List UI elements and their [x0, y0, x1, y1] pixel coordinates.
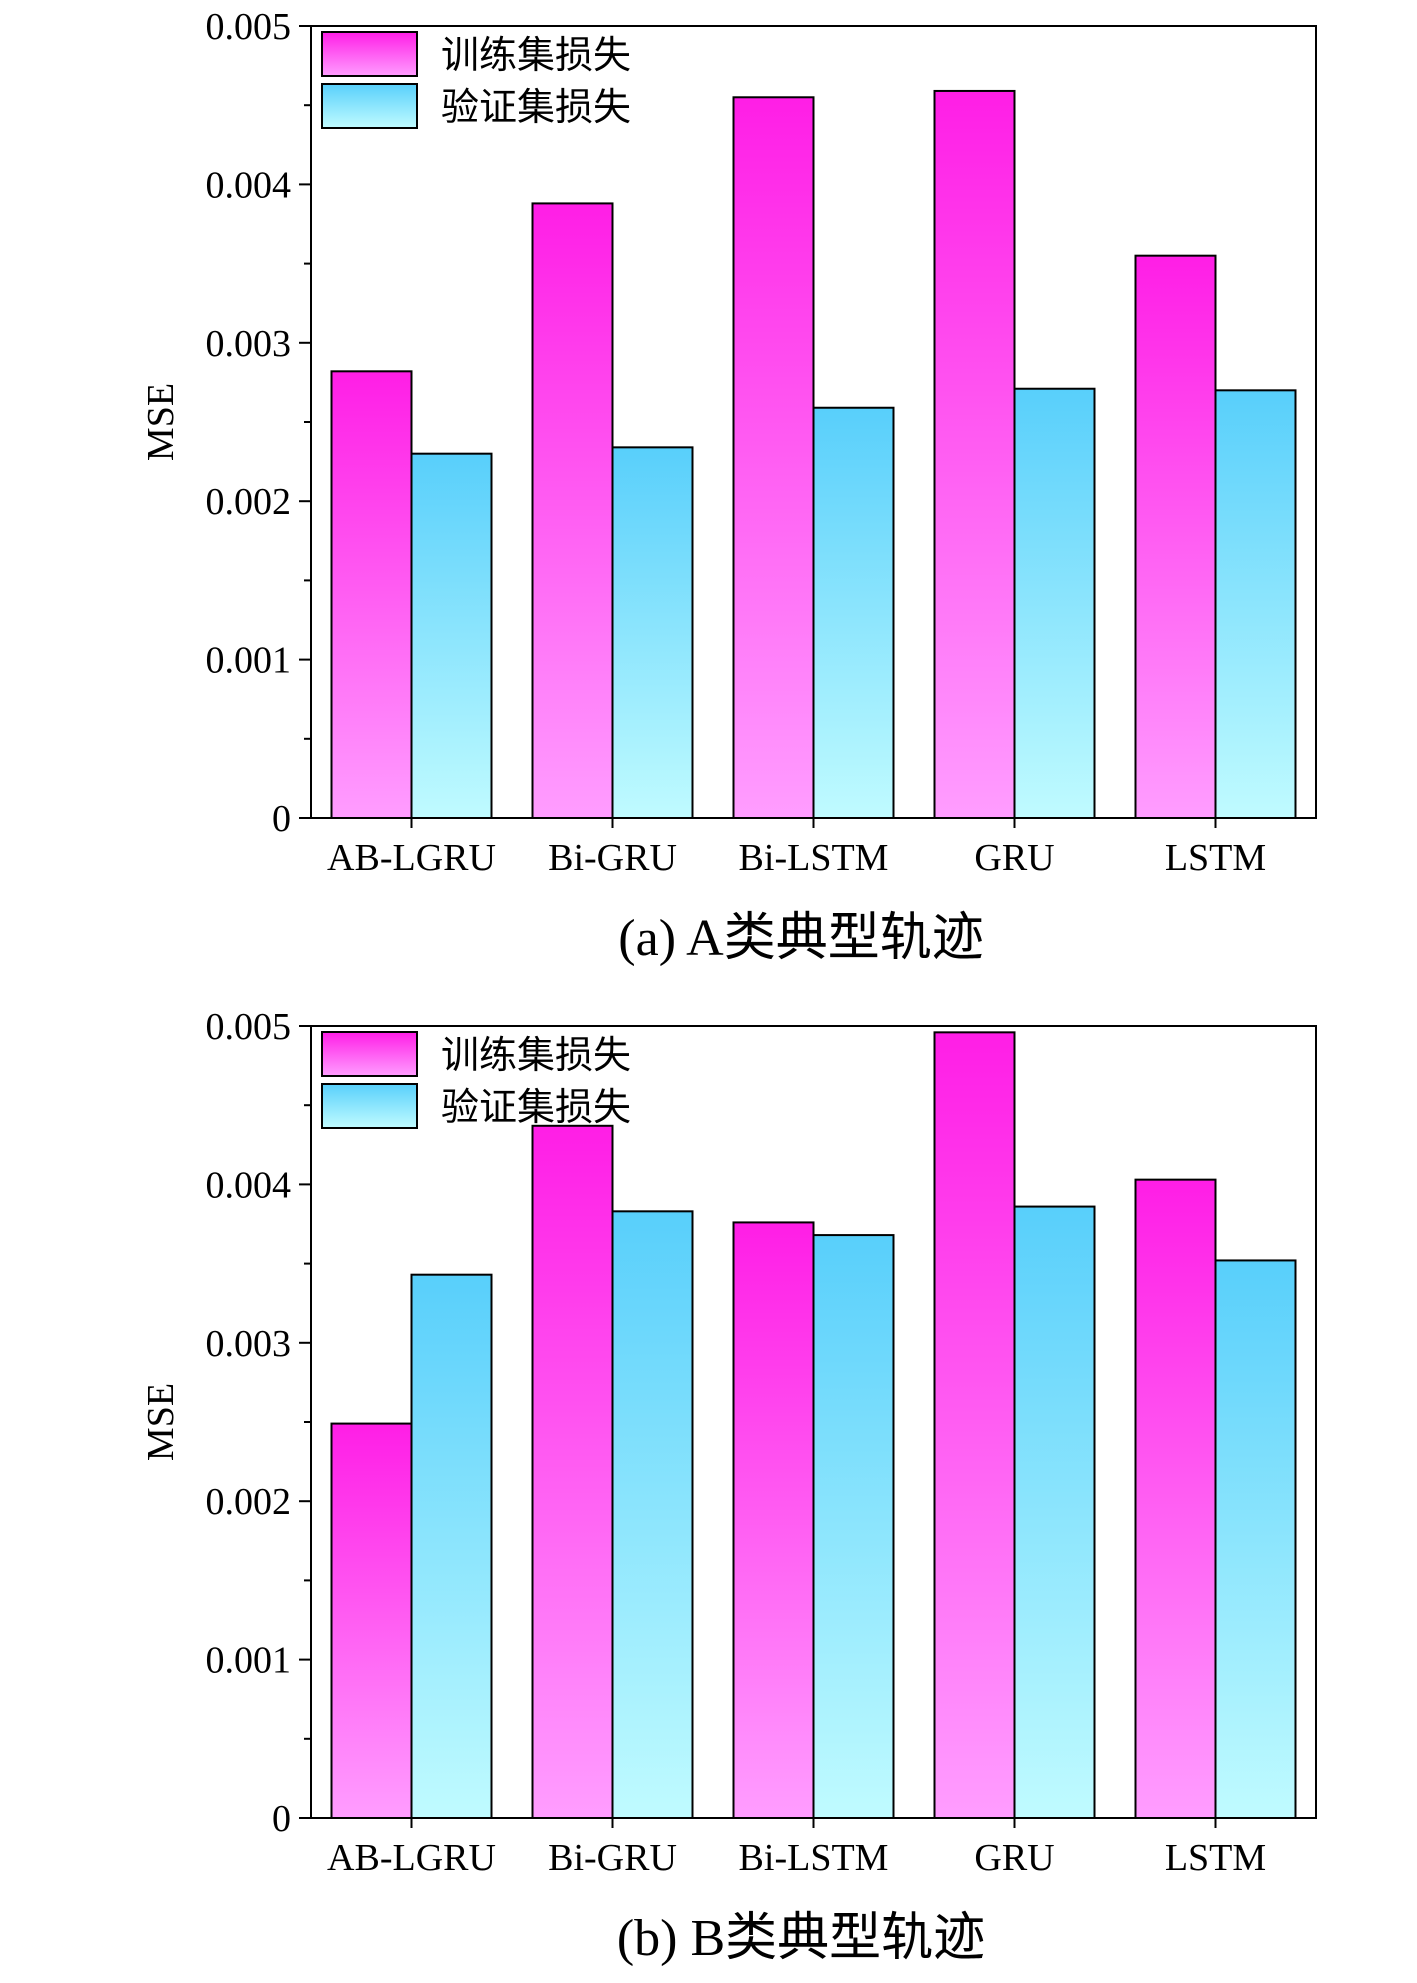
bar-bi-gru-series-1 [611, 446, 694, 819]
x-tick-label: AB-LGRU [327, 1837, 496, 1879]
y-tick-label: 0.005 [206, 1006, 292, 1048]
x-tick-label: Bi-GRU [548, 837, 677, 879]
x-tick-label: Bi-GRU [548, 1837, 677, 1879]
chart-a-svg: 0 0.001 0.002 0.003 0.004 0.005 AB-LGRU Bi-GRU B… [140, 6, 1317, 967]
bar-lstm-series-1 [1214, 389, 1297, 819]
legend-swatch [321, 1083, 418, 1129]
bar-gru-series-1 [1013, 387, 1096, 819]
legend-label: 验证集损失 [441, 1085, 631, 1129]
bar-gru-series-0 [933, 1031, 1016, 1819]
x-tick-label: Bi-LSTM [739, 837, 889, 879]
bar-bi-gru-series-0 [531, 202, 614, 819]
bar-bi-gru-series-0 [531, 1124, 614, 1820]
chart-a: 0 0.001 0.002 0.003 0.004 0.005 AB-LGRU Bi-GRU B… [140, 6, 1317, 967]
bar-ab-lgru-series-0 [330, 370, 413, 819]
y-axis-title: MSE [140, 383, 182, 461]
x-tick-label: GRU [974, 1837, 1054, 1879]
chart-caption: (b) B类典型轨迹 [617, 1910, 985, 1967]
y-tick-label: 0.002 [206, 481, 292, 523]
y-tick-label: 0 [272, 1798, 291, 1840]
bar-bi-lstm-series-1 [812, 406, 895, 819]
y-tick-label: 0.003 [206, 1323, 292, 1365]
x-tick-label: AB-LGRU [327, 837, 496, 879]
bar-gru-series-0 [933, 89, 1016, 820]
chart-b: 0 0.001 0.002 0.003 0.004 0.005 AB-LGRU Bi-GRU B… [0, 1000, 1417, 1983]
y-tick-label: 0.004 [206, 1164, 292, 1206]
y-axis-title: MSE [140, 1383, 182, 1461]
y-tick-label: 0.002 [206, 1481, 292, 1523]
bar-bi-gru-series-1 [611, 1210, 694, 1819]
y-tick-label: 0.003 [206, 323, 292, 365]
y-tick-label: 0.001 [206, 640, 292, 682]
chart-b-svg: 0 0.001 0.002 0.003 0.004 0.005 AB-LGRU Bi-GRU B… [140, 1006, 1317, 1967]
legend-swatch [321, 1031, 418, 1077]
chart-caption: (a) A类典型轨迹 [618, 910, 983, 967]
legend-swatch [321, 31, 418, 77]
bar-bi-lstm-series-0 [732, 96, 815, 819]
y-tick-label: 0 [272, 798, 291, 840]
legend-label: 训练集损失 [441, 33, 631, 77]
x-tick-label: LSTM [1165, 1837, 1266, 1879]
bar-bi-lstm-series-1 [812, 1234, 895, 1819]
bar-ab-lgru-series-1 [410, 1273, 493, 1819]
bar-ab-lgru-series-0 [330, 1422, 413, 1819]
bar-gru-series-1 [1013, 1205, 1096, 1820]
y-tick-label: 0.001 [206, 1640, 292, 1682]
y-tick-label: 0.004 [206, 164, 292, 206]
x-tick-label: GRU [974, 837, 1054, 879]
legend-label: 验证集损失 [441, 85, 631, 129]
bar-ab-lgru-series-1 [410, 452, 493, 819]
bar-lstm-series-0 [1134, 254, 1217, 819]
legend-swatch [321, 83, 418, 129]
bar-lstm-series-0 [1134, 1178, 1217, 1819]
x-tick-label: LSTM [1165, 837, 1266, 879]
bar-lstm-series-1 [1214, 1259, 1297, 1819]
x-tick-label: Bi-LSTM [739, 1837, 889, 1879]
y-tick-label: 0.005 [206, 6, 292, 48]
bar-bi-lstm-series-0 [732, 1221, 815, 1819]
legend-label: 训练集损失 [441, 1033, 631, 1077]
